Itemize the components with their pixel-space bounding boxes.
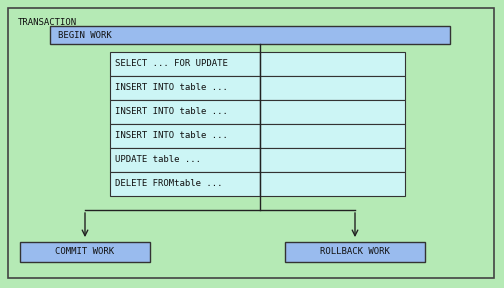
- Bar: [260, 172, 405, 196]
- Text: INSERT INTO table ...: INSERT INTO table ...: [115, 107, 228, 117]
- Bar: [260, 124, 405, 148]
- Bar: [260, 52, 405, 76]
- Bar: [110, 148, 260, 172]
- Text: DELETE FROMtable ...: DELETE FROMtable ...: [115, 179, 222, 189]
- Bar: [110, 124, 260, 148]
- Text: INSERT INTO table ...: INSERT INTO table ...: [115, 84, 228, 92]
- Text: TRANSACTION: TRANSACTION: [18, 18, 77, 27]
- Text: BEGIN WORK: BEGIN WORK: [58, 31, 112, 39]
- Text: UPDATE table ...: UPDATE table ...: [115, 156, 201, 164]
- Text: SELECT ... FOR UPDATE: SELECT ... FOR UPDATE: [115, 60, 228, 69]
- Bar: [20, 242, 150, 262]
- Text: COMMIT WORK: COMMIT WORK: [55, 247, 114, 257]
- Bar: [110, 100, 260, 124]
- Bar: [110, 76, 260, 100]
- Bar: [260, 148, 405, 172]
- Bar: [260, 76, 405, 100]
- Bar: [110, 172, 260, 196]
- Bar: [50, 26, 450, 44]
- Bar: [260, 100, 405, 124]
- Text: INSERT INTO table ...: INSERT INTO table ...: [115, 132, 228, 141]
- Bar: [110, 52, 260, 76]
- Bar: [285, 242, 425, 262]
- Text: ROLLBACK WORK: ROLLBACK WORK: [320, 247, 390, 257]
